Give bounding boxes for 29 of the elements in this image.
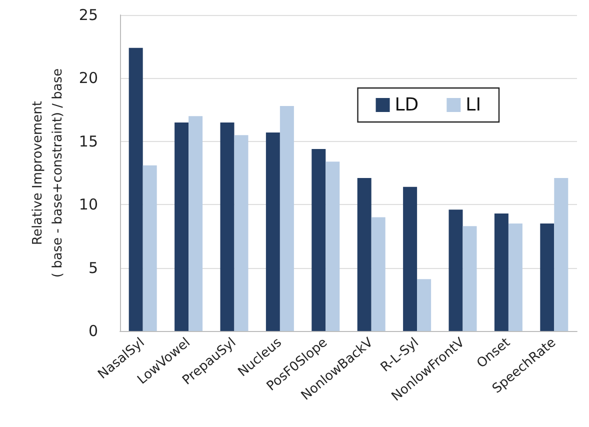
- bar: [280, 106, 294, 331]
- y-tick-label: 20: [78, 69, 98, 88]
- bar: [142, 165, 157, 331]
- bar: [188, 116, 203, 331]
- bar: [128, 48, 143, 331]
- bar: [326, 162, 340, 331]
- bar: [554, 178, 568, 331]
- bar: [312, 148, 326, 331]
- y-tick-label: 5: [88, 258, 98, 277]
- bar: [371, 217, 386, 331]
- legend-label: LI: [466, 94, 482, 116]
- y-tick-label: 15: [78, 132, 98, 150]
- bar: [462, 226, 477, 331]
- bar: [234, 135, 248, 331]
- bar: [403, 186, 418, 331]
- bar: [540, 224, 554, 331]
- bar: [508, 224, 522, 331]
- bar: [417, 279, 432, 331]
- bar: [357, 178, 372, 331]
- bar: [174, 122, 189, 331]
- y-tick-label: 0: [88, 322, 98, 340]
- bar: [448, 210, 463, 331]
- bar: [266, 132, 280, 331]
- bar: [494, 213, 508, 331]
- legend-label: LD: [394, 94, 419, 116]
- y-axis-title: Relative Improvement ( base - base+constraint) / base: [30, 68, 66, 278]
- bar: [220, 122, 234, 331]
- y-tick-label: 10: [78, 196, 98, 214]
- y-tick-label: 25: [78, 6, 98, 24]
